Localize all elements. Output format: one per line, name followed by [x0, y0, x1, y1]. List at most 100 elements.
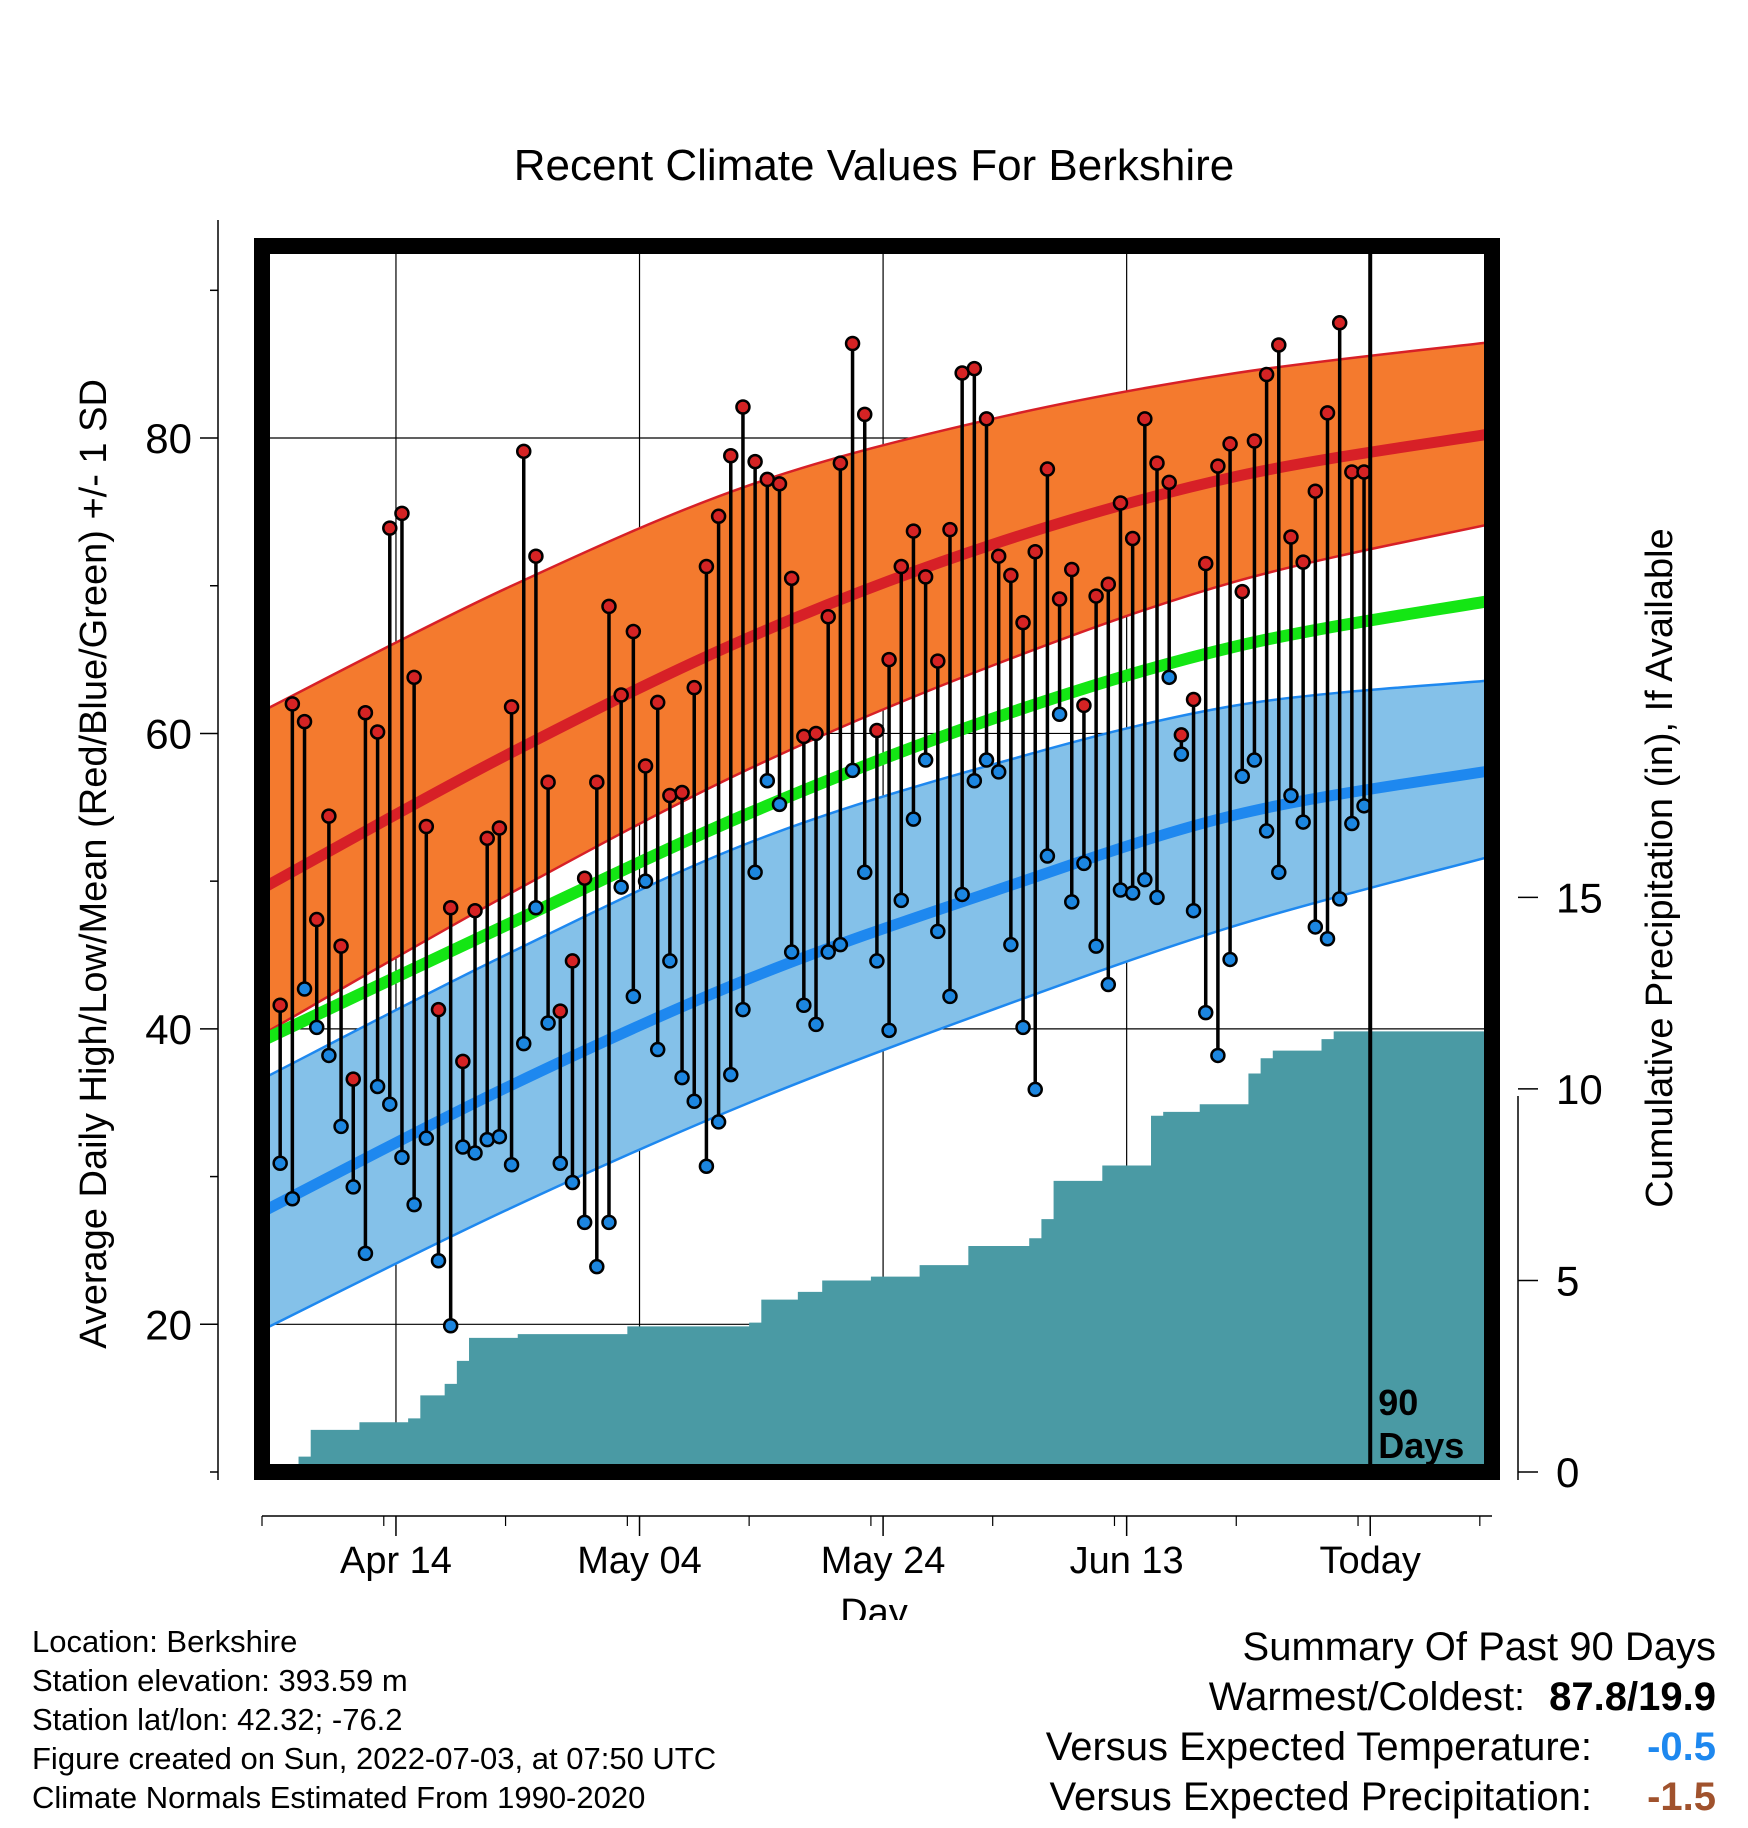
daily-low-point: [917, 752, 934, 768]
low-normal-line: [262, 764, 1492, 1217]
daily-high-point: [455, 1053, 471, 1070]
daily-high-point: [1015, 614, 1031, 631]
daily-low-point: [856, 864, 873, 881]
latlon-text: Station lat/lon: 42.32; -76.2: [32, 1702, 403, 1737]
x-tick-label: Today: [1320, 1540, 1421, 1582]
daily-low-point: [1197, 1004, 1214, 1021]
daily-low-point: [1149, 889, 1165, 906]
daily-high-point: [723, 447, 739, 464]
daily-high-point: [1076, 697, 1092, 714]
precip-anomaly-row: Versus Expected Precipitation: -1.5: [1046, 1772, 1716, 1822]
daily-high-point: [990, 548, 1007, 564]
daily-high-point: [735, 399, 751, 415]
daily-low-point: [564, 1174, 581, 1191]
daily-low-point: [893, 892, 910, 909]
x-axis: Apr 14 May 04 May 24 Jun 13 Today: [261, 1515, 1492, 1582]
daily-low-point: [1295, 814, 1311, 830]
daily-high-point: [869, 722, 885, 739]
daily-high-point: [382, 520, 398, 536]
daily-low-point: [503, 1157, 520, 1173]
daily-low-point: [808, 1016, 824, 1033]
daily-high-point: [369, 724, 386, 740]
location-text: Location: Berkshire: [32, 1624, 298, 1659]
daily-high-point: [406, 669, 422, 686]
daily-low-point: [625, 988, 642, 1005]
daily-high-point: [613, 687, 629, 703]
daily-high-point: [1185, 691, 1202, 708]
daily-high-point: [1271, 337, 1287, 353]
daily-low-point: [710, 1114, 727, 1130]
daily-high-point: [1064, 561, 1080, 578]
daily-high-point: [321, 808, 337, 824]
daily-high-point: [808, 725, 824, 742]
y-axis-label: Average Daily High/Low/Mean (Red/Blue/Gr…: [73, 379, 115, 1349]
daily-high-point: [832, 455, 849, 471]
daily-low-point: [382, 1096, 398, 1112]
daily-high-point: [710, 508, 727, 525]
daily-low-point: [552, 1155, 569, 1172]
high-sd-band: [262, 342, 1492, 1035]
daily-high-point: [783, 570, 800, 587]
today-marker-label-line1: 90: [1378, 1382, 1418, 1423]
daily-high-point: [1246, 433, 1263, 449]
daily-high-point: [1100, 576, 1117, 593]
daily-high-point: [942, 521, 958, 538]
daily-low-point: [905, 811, 922, 827]
daily-low-point: [674, 1069, 690, 1086]
daily-high-point: [966, 360, 983, 377]
daily-low-point: [1076, 855, 1092, 872]
daily-low-point: [1137, 871, 1153, 888]
precip-anomaly-label: Versus Expected Precipitation:: [1049, 1775, 1592, 1819]
daily-low-point: [783, 944, 800, 960]
daily-high-point: [796, 728, 812, 745]
daily-high-point: [674, 784, 690, 801]
daily-high-point: [394, 505, 410, 522]
daily-low-point: [869, 953, 885, 969]
daily-low-point: [966, 772, 983, 789]
daily-low-point: [1173, 746, 1190, 762]
daily-low-point: [820, 944, 836, 960]
daily-low-point: [723, 1066, 739, 1083]
daily-low-point: [1319, 931, 1336, 947]
daily-points: [272, 315, 1372, 1334]
y2-axis-label: Cumulative Precipitation (in), If Availa…: [1639, 528, 1681, 1207]
daily-high-point: [1027, 544, 1043, 560]
chart-title: Recent Climate Values For Berkshire: [514, 141, 1235, 190]
daily-high-point: [905, 523, 922, 539]
y2-axis: 0 5 10 15: [1517, 874, 1603, 1496]
y-tick-label: 80: [145, 415, 192, 462]
daily-low-point: [942, 988, 958, 1005]
daily-high-point: [1124, 530, 1141, 547]
low-sd-band-lower-edge: [262, 854, 1492, 1332]
daily-low-point: [406, 1196, 422, 1213]
daily-high-point: [637, 758, 654, 774]
daily-high-point: [771, 476, 788, 492]
daily-high-point: [686, 679, 702, 696]
daily-high-point: [479, 830, 495, 847]
daily-low-point: [272, 1155, 288, 1172]
daily-low-point: [613, 879, 629, 895]
summary-panel: Summary Of Past 90 Days Warmest/Coldest:…: [1046, 1622, 1716, 1822]
daily-low-point: [1271, 864, 1287, 881]
daily-high-point: [540, 774, 556, 790]
temp-anomaly-label: Versus Expected Temperature:: [1045, 1725, 1592, 1769]
daily-low-point: [1283, 787, 1299, 804]
station-info: Location: Berkshire Station elevation: 3…: [32, 1622, 716, 1817]
daily-low-point: [1003, 936, 1019, 953]
daily-low-point: [601, 1214, 617, 1231]
x-tick-label: May 04: [577, 1540, 702, 1582]
daily-low-point: [930, 923, 946, 940]
daily-low-point: [735, 1001, 751, 1018]
daily-high-point: [296, 713, 313, 730]
daily-low-point: [1039, 848, 1056, 864]
daily-low-point: [491, 1128, 508, 1145]
warmest-coldest-label: Warmest/Coldest:: [1208, 1675, 1526, 1719]
daily-low-point: [589, 1258, 605, 1275]
daily-low-point: [296, 981, 313, 997]
daily-high-point: [1003, 567, 1019, 584]
daily-high-point: [272, 997, 288, 1013]
elevation-text: Station elevation: 393.59 m: [32, 1663, 408, 1698]
daily-low-point: [1210, 1047, 1226, 1064]
daily-low-point: [796, 997, 812, 1013]
